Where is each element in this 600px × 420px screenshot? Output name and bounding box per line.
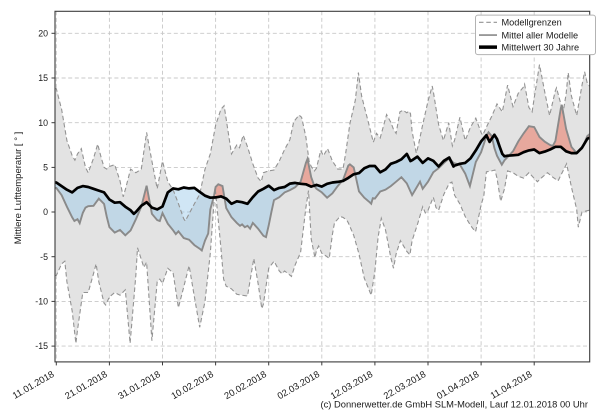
svg-text:Mittel aller Modelle: Mittel aller Modelle — [502, 30, 579, 40]
svg-text:Modellgrenzen: Modellgrenzen — [502, 18, 562, 28]
svg-text:Mittlere Lufttemperatur [ ° ]: Mittlere Lufttemperatur [ ° ] — [13, 132, 24, 245]
svg-text:-15: -15 — [35, 341, 48, 351]
svg-text:5: 5 — [43, 163, 48, 173]
svg-text:20: 20 — [38, 28, 48, 38]
svg-text:-5: -5 — [40, 252, 48, 262]
svg-text:0: 0 — [43, 207, 48, 217]
svg-text:15: 15 — [38, 73, 48, 83]
svg-text:Mittelwert 30 Jahre: Mittelwert 30 Jahre — [502, 42, 580, 52]
svg-text:10: 10 — [38, 118, 48, 128]
svg-text:-10: -10 — [35, 297, 48, 307]
svg-text:(c) Donnerwetter.de GmbH SLM-M: (c) Donnerwetter.de GmbH SLM-Modell, Lau… — [321, 400, 588, 410]
